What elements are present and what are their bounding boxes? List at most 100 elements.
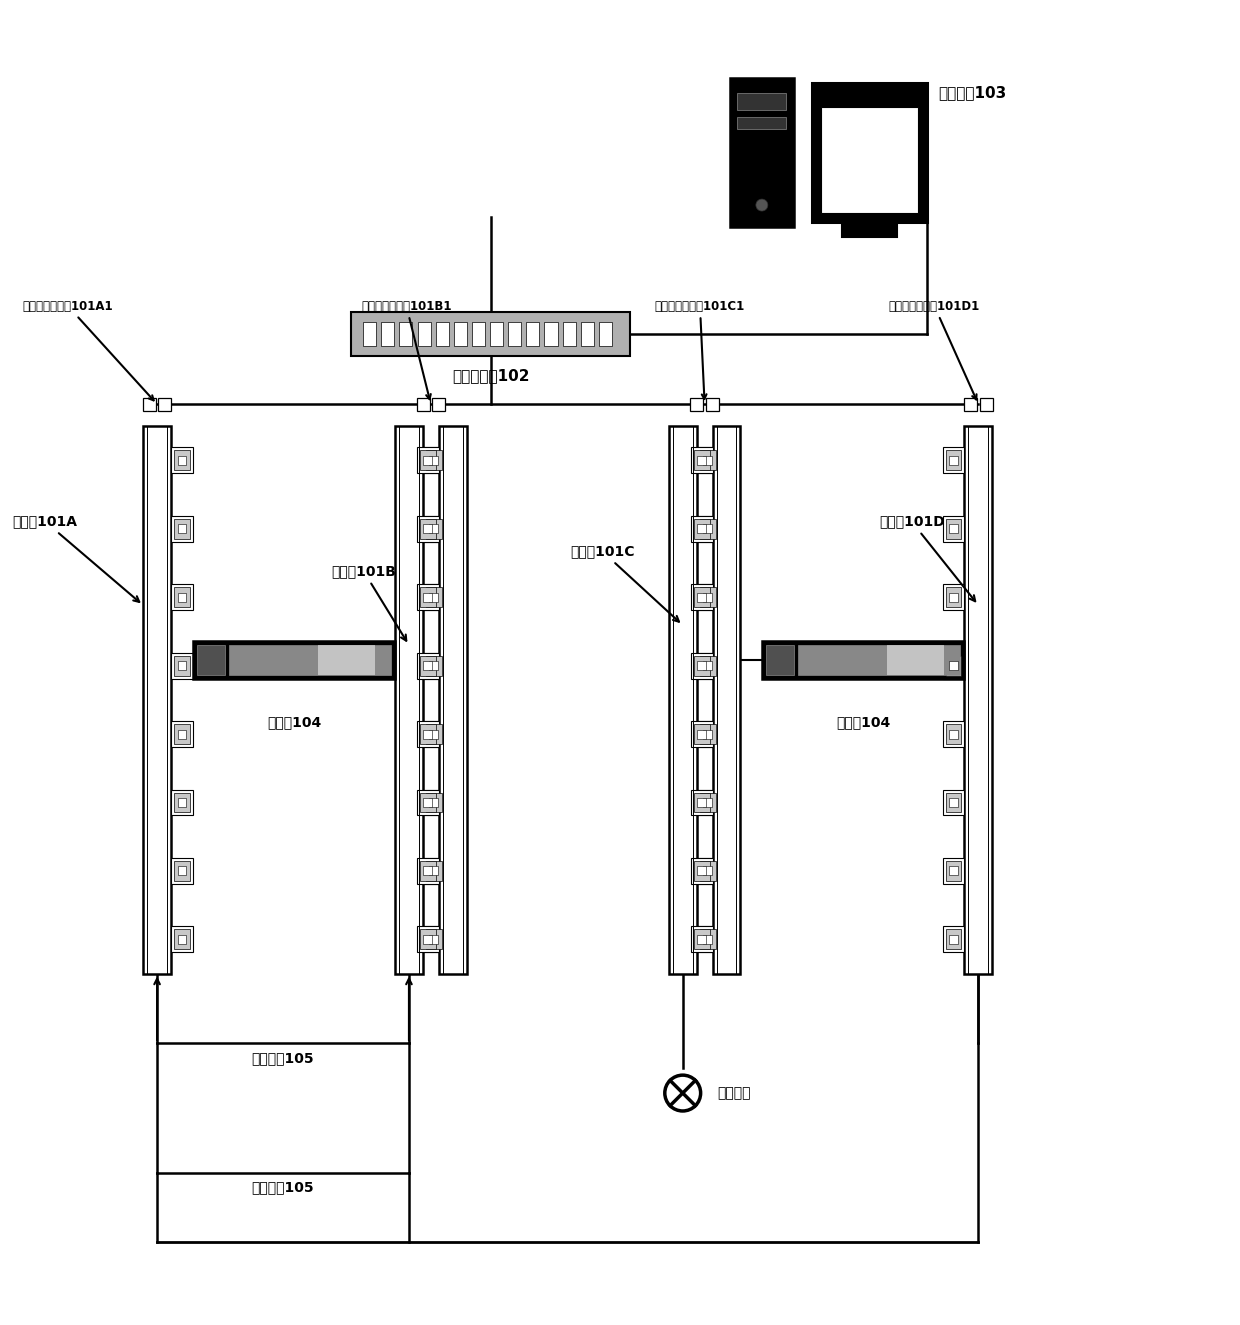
- Bar: [691, 448, 713, 473]
- Bar: [697, 515, 718, 542]
- Bar: [177, 592, 186, 602]
- Bar: [703, 935, 712, 943]
- Bar: [417, 790, 439, 815]
- Bar: [429, 661, 438, 670]
- Bar: [423, 515, 445, 542]
- Bar: [697, 867, 706, 876]
- Text: 供电线路105: 供电线路105: [252, 1051, 314, 1065]
- Bar: [424, 798, 433, 807]
- Bar: [946, 792, 961, 812]
- Bar: [949, 935, 957, 943]
- Bar: [381, 322, 394, 346]
- Bar: [713, 427, 740, 974]
- Bar: [703, 592, 712, 602]
- Bar: [946, 451, 961, 470]
- Bar: [363, 322, 376, 346]
- Bar: [425, 451, 441, 470]
- Bar: [942, 859, 965, 884]
- Text: 网络通讯控制板101D1: 网络通讯控制板101D1: [889, 299, 980, 400]
- Bar: [693, 519, 709, 539]
- Text: 服务器104: 服务器104: [836, 714, 890, 729]
- Bar: [143, 398, 156, 411]
- Bar: [174, 656, 190, 676]
- Bar: [228, 645, 391, 674]
- Bar: [177, 935, 186, 943]
- Bar: [424, 592, 433, 602]
- Bar: [766, 645, 794, 674]
- Bar: [697, 798, 706, 807]
- Bar: [429, 798, 438, 807]
- Bar: [177, 525, 186, 533]
- Bar: [668, 427, 697, 974]
- Bar: [942, 584, 965, 610]
- Bar: [429, 525, 438, 533]
- Bar: [420, 519, 435, 539]
- Bar: [949, 592, 957, 602]
- Circle shape: [756, 199, 768, 211]
- Bar: [418, 322, 430, 346]
- Bar: [697, 730, 706, 738]
- Text: 网络通讯控制板101C1: 网络通讯控制板101C1: [655, 299, 745, 399]
- Bar: [424, 525, 433, 533]
- Bar: [429, 935, 438, 943]
- Text: 配电条101A: 配电条101A: [12, 514, 139, 602]
- Bar: [942, 721, 965, 747]
- Text: 网络通讯控制板101A1: 网络通讯控制板101A1: [22, 299, 154, 400]
- Bar: [174, 587, 190, 607]
- Bar: [171, 515, 193, 542]
- Bar: [417, 515, 439, 542]
- Bar: [946, 519, 961, 539]
- Bar: [417, 926, 439, 953]
- Bar: [420, 723, 435, 745]
- Text: 网络交换机102: 网络交换机102: [451, 368, 529, 383]
- Bar: [965, 427, 992, 974]
- Bar: [699, 656, 715, 676]
- Text: 配电条101D: 配电条101D: [879, 514, 975, 602]
- Bar: [399, 322, 413, 346]
- Bar: [424, 661, 433, 670]
- Bar: [842, 225, 897, 237]
- Bar: [425, 792, 441, 812]
- Bar: [697, 790, 718, 815]
- Bar: [942, 448, 965, 473]
- Bar: [693, 656, 709, 676]
- Bar: [697, 525, 706, 533]
- Text: 供电线路105: 供电线路105: [252, 1181, 314, 1195]
- Bar: [425, 861, 441, 881]
- Text: 配电条101B: 配电条101B: [331, 564, 407, 641]
- Bar: [425, 519, 441, 539]
- Bar: [425, 723, 441, 745]
- Bar: [417, 653, 439, 678]
- Bar: [417, 721, 439, 747]
- Bar: [174, 451, 190, 470]
- Bar: [171, 721, 193, 747]
- Bar: [177, 867, 186, 876]
- Bar: [763, 641, 965, 678]
- Bar: [171, 448, 193, 473]
- Bar: [703, 730, 712, 738]
- Bar: [174, 861, 190, 881]
- Bar: [317, 645, 374, 674]
- Bar: [599, 322, 611, 346]
- Bar: [171, 653, 193, 678]
- Bar: [420, 656, 435, 676]
- Bar: [174, 519, 190, 539]
- Bar: [697, 661, 706, 670]
- Bar: [424, 730, 433, 738]
- Text: 监控装置103: 监控装置103: [939, 85, 1007, 101]
- Bar: [423, 584, 445, 610]
- Bar: [417, 398, 429, 411]
- Bar: [417, 859, 439, 884]
- Bar: [812, 82, 926, 223]
- Bar: [197, 645, 224, 674]
- Bar: [420, 451, 435, 470]
- Bar: [423, 448, 445, 473]
- Bar: [697, 653, 718, 678]
- Bar: [544, 322, 558, 346]
- Bar: [423, 653, 445, 678]
- Bar: [946, 861, 961, 881]
- Bar: [697, 926, 718, 953]
- Bar: [706, 398, 719, 411]
- Bar: [435, 322, 449, 346]
- Bar: [699, 519, 715, 539]
